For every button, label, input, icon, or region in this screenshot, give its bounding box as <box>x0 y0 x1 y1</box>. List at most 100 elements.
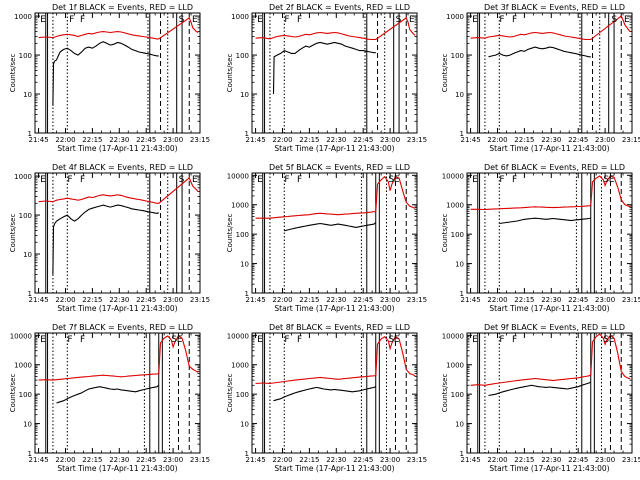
x-tick-label: 22:15 <box>82 456 102 464</box>
x-tick-label: 22:00 <box>487 296 507 304</box>
plot-area <box>470 13 631 133</box>
x-tick-label: 23:00 <box>380 456 400 464</box>
x-tick-label: 23:00 <box>163 136 183 144</box>
events-series-line <box>52 204 159 275</box>
x-tick-label: 22:30 <box>541 296 561 304</box>
events-series-line <box>56 384 160 404</box>
y-tick-label: 10000 <box>227 332 249 340</box>
y-tick-label: 100 <box>451 231 464 239</box>
y-axis-label: Counts/sec <box>226 374 234 413</box>
x-tick-label: 22:15 <box>82 296 102 304</box>
panel-title: Det 4f BLACK = Events, RED = LLD <box>52 163 193 172</box>
plot-area <box>38 13 199 133</box>
marker-annotation: E <box>177 335 183 345</box>
x-tick-label: 22:45 <box>136 456 156 464</box>
x-tick-label: 22:15 <box>514 136 534 144</box>
x-tick-label: 21:45 <box>245 136 265 144</box>
x-tick-label: 22:45 <box>353 136 373 144</box>
marker-annotation: E <box>609 175 615 185</box>
marker-annotation: E <box>472 15 478 25</box>
marker-annotation: E <box>409 15 415 25</box>
lld-series-line <box>38 177 199 204</box>
marker-annotation: F <box>499 335 504 345</box>
detector-panel-4: Det 4f BLACK = Events, RED = LLD 1 10 100 10… <box>9 163 210 313</box>
y-tick-label: 100 <box>236 231 249 239</box>
x-axis-label: Start Time (17-Apr-11 21:43:00) <box>274 144 394 153</box>
x-tick-label: 22:15 <box>514 456 534 464</box>
plot-frame <box>34 332 201 454</box>
panel-title: Det 6f BLACK = Events, RED = LLD <box>484 163 625 172</box>
marker-annotation: F <box>499 175 504 185</box>
marker-annotation: E <box>394 175 400 185</box>
x-tick-label: 22:00 <box>272 296 292 304</box>
marker-annotation: F <box>284 15 289 25</box>
x-tick-label: 23:15 <box>190 296 210 304</box>
x-tick-label: 22:45 <box>568 136 588 144</box>
marker-annotation: F <box>499 15 504 25</box>
x-axis-label: Start Time (17-Apr-11 21:43:00) <box>274 304 394 313</box>
events-series-line <box>499 217 591 225</box>
x-tick-label: 22:00 <box>55 136 75 144</box>
panel-title: Det 7f BLACK = Events, RED = LLD <box>52 323 193 332</box>
lld-series-line <box>255 335 416 385</box>
y-tick-label: 100 <box>236 391 249 399</box>
y-tick-label: 10000 <box>10 332 32 340</box>
x-tick-label: 22:15 <box>299 456 319 464</box>
lld-series-line <box>470 333 631 386</box>
marker-annotation: S <box>603 175 609 185</box>
x-tick-label: 22:30 <box>326 296 346 304</box>
x-tick-label: 21:45 <box>245 296 265 304</box>
panel-title: Det 5f BLACK = Events, RED = LLD <box>269 163 410 172</box>
marker-annotation: F <box>284 175 289 185</box>
marker-annotation: F <box>80 335 85 345</box>
y-tick-label: 1 <box>245 290 249 298</box>
y-tick-label: 1 <box>460 290 464 298</box>
events-series-line <box>488 46 591 58</box>
marker-annotation: E <box>472 335 478 345</box>
y-axis-label: Counts/sec <box>441 54 449 93</box>
x-axis-label: Start Time (17-Apr-11 21:43:00) <box>57 144 177 153</box>
lld-series-line <box>38 335 199 381</box>
y-tick-label: 10 <box>240 91 249 99</box>
plot-area <box>38 173 199 293</box>
detector-panel-7: Det 7f BLACK = Events, RED = LLD 1 10 100 10… <box>9 323 210 473</box>
x-tick-label: 22:00 <box>55 456 75 464</box>
y-tick-label: 1000 <box>231 362 249 370</box>
x-tick-label: 21:45 <box>28 136 48 144</box>
panel-title: Det 9f BLACK = Events, RED = LLD <box>484 323 625 332</box>
marker-annotation: E <box>472 175 478 185</box>
x-tick-label: 21:45 <box>460 456 480 464</box>
x-tick-label: 22:45 <box>353 296 373 304</box>
y-axis-label: Counts/sec <box>226 54 234 93</box>
x-axis-label: Start Time (17-Apr-11 21:43:00) <box>489 304 609 313</box>
detector-panel-2: Det 2f BLACK = Events, RED = LLD 1 10 100 10… <box>226 3 427 153</box>
marker-annotation: S <box>179 175 185 185</box>
plot-frame <box>34 12 201 134</box>
y-axis-label: Counts/sec <box>441 374 449 413</box>
x-tick-label: 23:15 <box>407 296 427 304</box>
detector-panel-1: Det 1f BLACK = Events, RED = LLD 1 10 100 10… <box>9 3 210 153</box>
y-tick-label: 10 <box>240 261 249 269</box>
x-tick-label: 22:45 <box>136 296 156 304</box>
y-tick-label: 1 <box>460 450 464 458</box>
y-tick-label: 1000 <box>446 362 464 370</box>
x-tick-label: 23:00 <box>163 456 183 464</box>
y-tick-label: 1000 <box>446 13 464 21</box>
y-tick-label: 1 <box>460 130 464 138</box>
y-tick-label: 100 <box>19 391 32 399</box>
events-series-line <box>52 41 159 106</box>
marker-annotation: E <box>609 335 615 345</box>
plot-area <box>470 333 631 453</box>
x-tick-label: 21:45 <box>460 136 480 144</box>
plot-frame <box>251 12 418 134</box>
detector-panel-8: Det 8f BLACK = Events, RED = LLD 1 10 100 10… <box>226 323 427 473</box>
y-tick-label: 100 <box>236 52 249 60</box>
y-tick-label: 10 <box>240 421 249 429</box>
lld-series-line <box>255 17 416 41</box>
x-tick-label: 22:15 <box>82 136 102 144</box>
panel-title: Det 8f BLACK = Events, RED = LLD <box>269 323 410 332</box>
plot-frame <box>34 172 201 294</box>
x-tick-label: 21:45 <box>245 456 265 464</box>
marker-annotation: F <box>297 175 302 185</box>
